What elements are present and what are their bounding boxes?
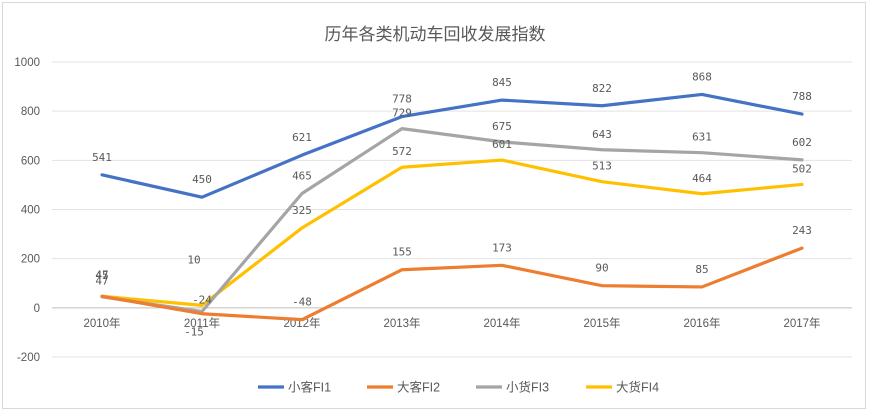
data-label: 601 (492, 138, 512, 151)
data-label: -15 (184, 326, 204, 339)
data-label: -24 (192, 294, 212, 307)
data-label: 822 (592, 82, 612, 95)
data-label: 729 (392, 107, 412, 120)
x-tick-label: 2010年 (83, 316, 120, 330)
x-axis-ticks: 2010年 2011年 2012年 2013年 2014年 2015年 2016年 2017年 (83, 316, 820, 330)
y-tick-label: 200 (21, 254, 40, 266)
y-axis-ticks: -200 0 200 400 600 800 1000 (14, 57, 40, 364)
data-label: 465 (292, 170, 312, 183)
x-tick-label: 2015年 (583, 316, 620, 330)
data-label: 788 (792, 90, 812, 103)
chart-frame (2, 2, 866, 409)
legend-label: 小客FI1 (288, 380, 331, 395)
data-label: 778 (392, 93, 412, 106)
data-label: 90 (595, 262, 608, 275)
y-tick-label: 800 (21, 106, 40, 118)
data-label: 643 (592, 128, 612, 141)
legend: 小客FI1 大客FI2 小货FI3 大货FI4 (258, 380, 659, 395)
data-label: 10 (187, 253, 200, 266)
data-label: 541 (92, 151, 112, 164)
data-label: 572 (392, 145, 412, 158)
data-label: 621 (292, 131, 312, 144)
data-labels: 541 450 621 778 845 822 868 788 47 -24 -48 155 173 90… (92, 70, 812, 338)
data-label: 502 (792, 162, 812, 175)
x-tick-label: 2017年 (783, 316, 820, 330)
data-label: -48 (292, 296, 312, 309)
legend-label: 小货FI3 (506, 380, 549, 395)
x-tick-label: 2011年 (184, 316, 220, 330)
series-lines (100, 92, 804, 322)
series-line (100, 92, 804, 199)
data-label: 675 (492, 120, 512, 133)
x-tick-label: 2013年 (383, 316, 420, 330)
legend-label: 大货FI4 (616, 380, 659, 395)
data-label: 173 (492, 241, 512, 254)
data-label: 155 (392, 246, 412, 259)
data-label: 85 (695, 263, 708, 276)
data-label: 47 (95, 274, 108, 287)
data-label: 325 (292, 204, 312, 217)
data-label: 631 (692, 131, 712, 144)
series-line (100, 246, 804, 322)
y-tick-label: 0 (34, 303, 40, 315)
series-line (100, 127, 804, 314)
data-label: 464 (692, 172, 712, 185)
gridlines (52, 61, 852, 358)
x-tick-label: 2016年 (683, 316, 720, 330)
data-label: 602 (792, 136, 812, 149)
data-label: 243 (792, 224, 812, 237)
legend-label: 大客FI2 (397, 380, 440, 395)
y-tick-label: -200 (17, 352, 40, 364)
data-label: 45 (95, 269, 108, 282)
data-label: 450 (192, 173, 212, 186)
x-tick-label: 2014年 (483, 316, 520, 330)
data-label: 845 (492, 76, 512, 89)
data-label: 868 (692, 70, 712, 83)
data-label: 513 (592, 160, 612, 173)
y-tick-label: 400 (21, 205, 40, 217)
chart-title: 历年各类机动车回收发展指数 (325, 25, 546, 45)
data-label: 47 (95, 268, 108, 281)
y-tick-label: 1000 (14, 57, 40, 69)
y-tick-label: 600 (21, 155, 40, 167)
